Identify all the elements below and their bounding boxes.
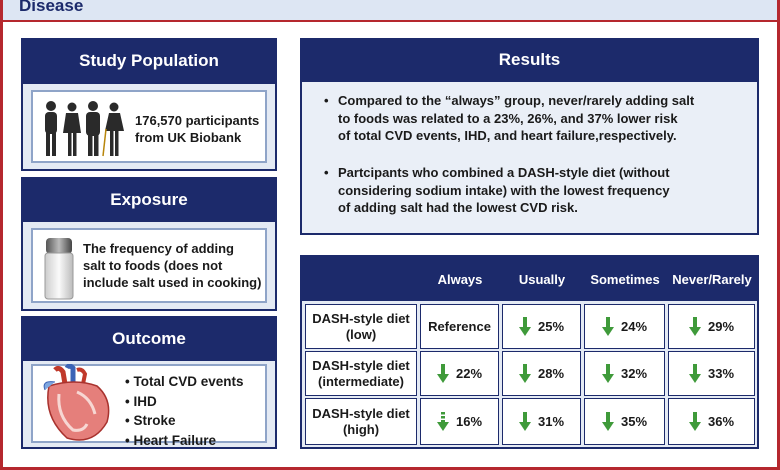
results-heading: Results	[302, 40, 757, 82]
outcome-list: • Total CVD events • IHD • Stroke • Hear…	[125, 372, 244, 450]
salt-shaker-icon	[44, 238, 74, 300]
list-item: • Heart Failure	[125, 432, 217, 448]
down-arrow-icon	[601, 363, 614, 384]
down-arrow-icon	[601, 411, 614, 432]
table-cell: 28%	[502, 351, 581, 396]
outcome-heading: Outcome	[23, 318, 275, 361]
dashed-down-arrow-icon	[436, 411, 449, 432]
table-header-cell: Never/Rarely	[667, 257, 757, 301]
table-cell: 16%	[420, 398, 499, 445]
list-item: • Total CVD events	[125, 374, 244, 389]
table-cell: 36%	[668, 398, 755, 445]
table-cell: 31%	[502, 398, 581, 445]
table-cell: 24%	[584, 304, 665, 349]
people-silhouettes-icon	[45, 101, 124, 157]
study-population-panel: Study Population 176,570 participants fr…	[21, 38, 277, 171]
down-arrow-icon	[688, 411, 701, 432]
table-header-corner	[302, 257, 419, 301]
down-arrow-icon	[601, 316, 614, 337]
exposure-card: The frequency of adding salt to foods (d…	[31, 228, 267, 303]
down-arrow-icon	[518, 411, 531, 432]
down-arrow-icon	[518, 363, 531, 384]
outcome-title: Outcome	[112, 329, 186, 348]
table-cell: 32%	[584, 351, 665, 396]
results-list: • Compared to the “always” group, never/…	[302, 82, 757, 233]
table-row-label: DASH-style diet (high)	[305, 398, 417, 445]
table-cell: 22%	[420, 351, 499, 396]
outcome-card: • Total CVD events • IHD • Stroke • Hear…	[31, 364, 267, 448]
list-item: • IHD	[125, 393, 157, 409]
down-arrow-icon	[688, 316, 701, 337]
results-panel: Results • Compared to the “always” group…	[300, 38, 759, 235]
table-header-cell: Always	[419, 257, 501, 301]
study-population-heading: Study Population	[23, 40, 275, 84]
down-arrow-icon	[688, 363, 701, 384]
results-table: Always Usually Sometimes Never/Rarely DA…	[300, 255, 759, 449]
table-cell: Reference	[420, 304, 499, 349]
results-title: Results	[498, 50, 561, 69]
study-population-title: Study Population	[79, 51, 219, 70]
heart-icon	[43, 364, 110, 441]
down-arrow-icon	[518, 316, 531, 337]
results-bullet-2: • Partcipants who combined a DASH-style …	[324, 165, 670, 215]
results-bullet-1: • Compared to the “always” group, never/…	[324, 93, 695, 143]
outcome-panel: Outcome • Total CVD events • IHD • Strok…	[21, 316, 277, 449]
page-title: Disease	[19, 0, 84, 15]
title-strip: Disease	[3, 0, 777, 22]
table-row-label: DASH-style diet (intermediate)	[305, 351, 417, 396]
table-row-label: DASH-style diet (low)	[305, 304, 417, 349]
table-cell: 25%	[502, 304, 581, 349]
table-cell: 35%	[584, 398, 665, 445]
down-arrow-icon	[436, 363, 449, 384]
exposure-title: Exposure	[110, 190, 188, 209]
study-population-card: 176,570 participants from UK Biobank	[31, 90, 267, 163]
study-population-text: 176,570 participants from UK Biobank	[135, 113, 260, 145]
table-cell: 33%	[668, 351, 755, 396]
table-header-cell: Sometimes	[583, 257, 667, 301]
table-cell: 29%	[668, 304, 755, 349]
table-header-cell: Usually	[501, 257, 583, 301]
list-item: • Stroke	[125, 413, 176, 428]
exposure-panel: Exposure The frequency of adding salt to…	[21, 177, 277, 311]
exposure-text: The frequency of adding salt to foods (d…	[83, 241, 262, 290]
exposure-heading: Exposure	[23, 179, 275, 222]
